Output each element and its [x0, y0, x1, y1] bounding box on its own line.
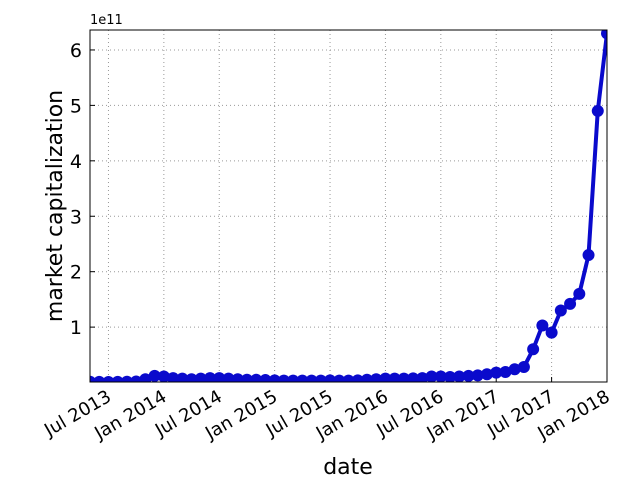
data-point	[185, 373, 198, 382]
data-point	[194, 372, 207, 382]
data-point	[397, 372, 410, 382]
y-offset-label: 1e11	[90, 13, 123, 28]
data-point	[471, 369, 484, 382]
data-point	[167, 372, 180, 382]
data-point	[250, 373, 263, 382]
data-point	[287, 374, 300, 382]
data-point	[342, 374, 355, 382]
data-point	[462, 369, 475, 382]
data-point	[582, 249, 595, 262]
data-point	[370, 373, 383, 382]
y-axis-label: market capitalization	[43, 90, 68, 322]
data-point	[314, 374, 327, 382]
data-point	[536, 319, 549, 332]
data-point	[490, 366, 503, 379]
y-tick-label: 5	[70, 95, 82, 117]
data-point	[204, 372, 217, 382]
data-point	[351, 374, 364, 382]
data-point	[324, 374, 337, 382]
data-point	[333, 374, 346, 382]
y-tick-label: 2	[70, 262, 82, 284]
y-tick-label: 4	[70, 151, 82, 173]
data-point	[130, 375, 143, 382]
data-point	[111, 375, 124, 382]
y-tick-label: 3	[70, 206, 82, 228]
data-point	[527, 343, 540, 356]
data-point	[240, 373, 253, 382]
data-point	[591, 104, 604, 117]
data-point	[554, 304, 567, 317]
data-point	[508, 363, 521, 376]
y-tick-label: 1	[70, 317, 82, 339]
data-point	[120, 375, 133, 382]
data-point	[148, 369, 161, 382]
data-line	[90, 33, 607, 382]
y-tick-label: 6	[70, 40, 82, 62]
data-point	[444, 371, 457, 382]
data-point	[157, 370, 170, 382]
data-point	[139, 373, 152, 382]
data-point	[388, 372, 401, 382]
data-point	[231, 373, 244, 382]
x-axis-label: date	[323, 455, 373, 480]
data-point	[434, 370, 447, 382]
data-point	[93, 375, 106, 382]
data-point	[222, 372, 235, 382]
data-point	[573, 287, 586, 300]
data-point	[296, 374, 309, 382]
data-point	[213, 372, 226, 382]
data-point	[416, 372, 429, 382]
data-point	[407, 372, 420, 382]
data-point	[453, 370, 466, 382]
data-point	[564, 297, 577, 310]
data-point	[259, 374, 272, 382]
data-point	[176, 372, 189, 382]
data-point	[480, 368, 493, 381]
data-point	[305, 374, 318, 382]
data-point	[102, 376, 115, 382]
plot-frame	[89, 29, 608, 383]
data-point	[379, 372, 392, 382]
data-point	[425, 370, 438, 382]
data-point	[545, 326, 558, 339]
data-point	[601, 30, 607, 40]
data-point	[517, 361, 530, 374]
data-point	[277, 374, 290, 382]
data-point	[499, 366, 512, 379]
data-point	[360, 373, 373, 382]
data-point	[268, 374, 281, 382]
